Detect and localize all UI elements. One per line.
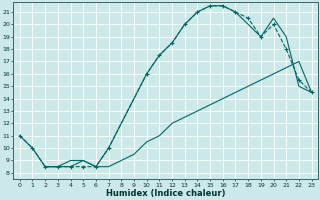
X-axis label: Humidex (Indice chaleur): Humidex (Indice chaleur) — [106, 189, 225, 198]
